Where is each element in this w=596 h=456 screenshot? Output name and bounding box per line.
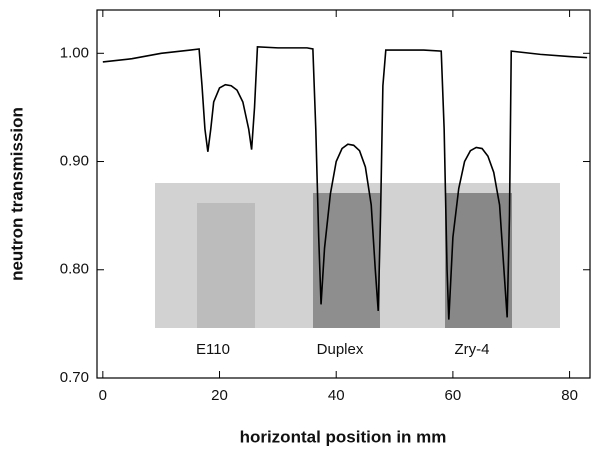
sample-label: Zry-4 (455, 341, 490, 358)
plot-frame (96, 9, 591, 379)
y-tick-label: 0.70 (60, 369, 89, 386)
x-axis-title: horizontal position in mm (240, 427, 447, 446)
y-tick-label: 0.90 (60, 152, 89, 169)
x-tick-label: 80 (561, 387, 578, 404)
x-tick-label: 20 (211, 387, 228, 404)
y-tick-label: 0.80 (60, 261, 89, 278)
x-tick-label: 60 (445, 387, 462, 404)
e110-sample (197, 203, 255, 328)
y-tick-label: 1.00 (60, 44, 89, 61)
x-tick-label: 40 (328, 387, 345, 404)
sample-label: Duplex (317, 341, 364, 358)
y-axis-title: neutron transmission (7, 107, 26, 281)
data-line (102, 45, 588, 320)
x-tick-label: 0 (99, 387, 107, 404)
sample-label: E110 (196, 341, 230, 358)
